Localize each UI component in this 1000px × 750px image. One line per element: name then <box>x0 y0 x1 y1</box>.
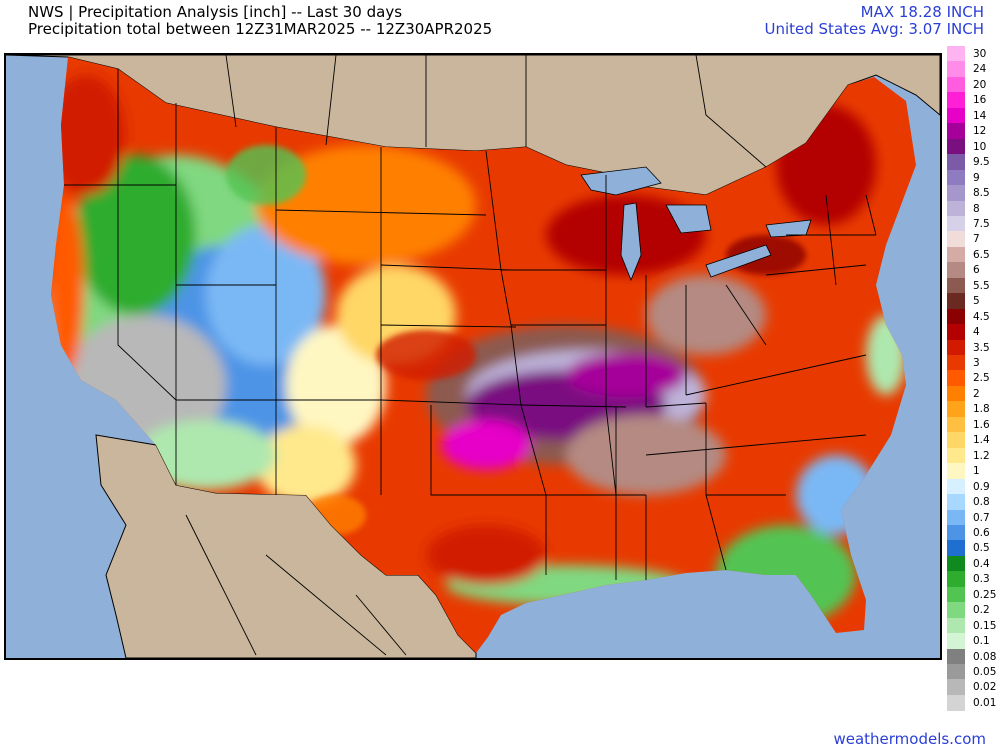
legend-swatch <box>947 571 965 588</box>
precipitation-map-svg <box>6 55 940 658</box>
legend-label: 0.2 <box>973 604 990 617</box>
max-precip-label: MAX 18.28 INCH <box>860 3 984 21</box>
legend-swatch <box>947 107 965 124</box>
legend-label: 0.9 <box>973 480 990 493</box>
legend-label: 0.02 <box>973 681 997 694</box>
legend-swatch <box>947 478 965 495</box>
legend-label: 3 <box>973 357 980 369</box>
legend-swatch <box>947 293 965 310</box>
legend-swatch <box>947 401 965 418</box>
legend-swatch <box>947 185 965 202</box>
legend-label: 0.05 <box>973 666 997 678</box>
legend-label: 1.6 <box>973 418 990 431</box>
legend-swatch <box>947 494 965 511</box>
legend-swatch <box>947 617 965 634</box>
state-borders <box>64 69 877 580</box>
legend-label: 0.08 <box>973 650 997 663</box>
legend-label: 16 <box>973 94 987 107</box>
legend-swatch <box>947 308 965 325</box>
legend-label: 2.5 <box>973 372 990 385</box>
legend-label: 0.7 <box>973 511 990 524</box>
legend-swatch <box>947 694 965 711</box>
legend-label: 20 <box>973 78 987 91</box>
legend-label: 7.5 <box>973 217 990 230</box>
summary-stats: MAX 18.28 INCH United States Avg: 3.07 I… <box>764 4 984 38</box>
legend-swatch <box>947 509 965 526</box>
legend-label: 3.5 <box>973 341 990 354</box>
legend-swatch <box>947 154 965 171</box>
legend-swatch <box>947 324 965 341</box>
title-line-1: NWS | Precipitation Analysis [inch] -- L… <box>28 3 403 21</box>
legend-label: 30 <box>973 48 987 60</box>
legend-label: 0.01 <box>973 696 997 709</box>
legend-swatch <box>947 664 965 680</box>
legend-label: 2 <box>973 387 980 400</box>
legend-label: 9 <box>973 171 980 184</box>
legend-label: 8.5 <box>973 187 990 200</box>
legend-swatch <box>947 231 965 248</box>
legend-label: 6.5 <box>973 248 990 261</box>
legend-label: 1.2 <box>973 449 990 462</box>
legend-swatch <box>947 524 965 541</box>
legend-label: 7 <box>973 233 980 246</box>
legend-swatch <box>947 447 965 464</box>
legend-label: 5.5 <box>973 279 990 292</box>
legend-label: 0.5 <box>973 542 990 555</box>
legend-swatch <box>947 602 965 619</box>
title-line-2: Precipitation total between 12Z31MAR2025… <box>28 20 493 38</box>
legend-swatch <box>947 355 965 371</box>
legend-swatch <box>947 138 965 155</box>
legend-swatch <box>947 370 965 387</box>
legend-swatch <box>947 277 965 294</box>
legend-swatch <box>947 61 965 78</box>
legend-swatch <box>947 463 965 480</box>
legend-swatch <box>947 76 965 93</box>
legend-label: 0.25 <box>973 588 997 601</box>
legend-swatch <box>947 46 965 62</box>
legend-label: 4.5 <box>973 310 990 323</box>
map-title: NWS | Precipitation Analysis [inch] -- L… <box>28 4 492 38</box>
legend-swatch <box>947 555 965 572</box>
intl-borders <box>185 55 767 656</box>
legend-label: 0.8 <box>973 496 990 509</box>
legend-label: 6 <box>973 264 980 277</box>
legend-label: 8 <box>973 202 980 215</box>
legend-swatch <box>947 648 965 665</box>
legend-swatch <box>947 540 965 557</box>
legend-swatch <box>947 92 965 109</box>
legend-label: 10 <box>973 140 987 153</box>
legend-swatch <box>947 123 965 140</box>
legend-swatch <box>947 169 965 186</box>
legend-label: 0.1 <box>973 635 990 648</box>
legend-swatch <box>947 432 965 449</box>
legend-swatch <box>947 262 965 279</box>
credit-link[interactable]: weathermodels.com <box>833 730 986 748</box>
legend-label: 1.4 <box>973 434 990 447</box>
legend-label: 12 <box>973 125 987 138</box>
legend-swatch <box>947 385 965 402</box>
legend-label: 1 <box>973 465 980 478</box>
legend-swatch <box>947 679 965 696</box>
legend-label: 4 <box>973 326 980 339</box>
legend-label: 0.3 <box>973 573 990 586</box>
legend-label: 0.15 <box>973 619 997 632</box>
legend-swatch <box>947 633 965 650</box>
legend-label: 9.5 <box>973 156 990 169</box>
legend-label: 14 <box>973 109 987 122</box>
legend-swatch <box>947 200 965 217</box>
precipitation-map[interactable] <box>4 53 942 660</box>
legend-swatch <box>947 586 965 603</box>
legend-label: 0.4 <box>973 557 990 570</box>
legend-label: 1.8 <box>973 403 990 416</box>
legend-swatch <box>947 215 965 232</box>
legend-label: 5 <box>973 295 980 308</box>
us-average-label: United States Avg: 3.07 INCH <box>764 20 984 38</box>
legend-swatch <box>947 416 965 433</box>
great-lakes <box>580 166 812 282</box>
legend-label: 24 <box>973 63 987 76</box>
legend-swatch <box>947 246 965 263</box>
legend-label: 0.6 <box>973 526 990 539</box>
legend-swatch <box>947 339 965 356</box>
